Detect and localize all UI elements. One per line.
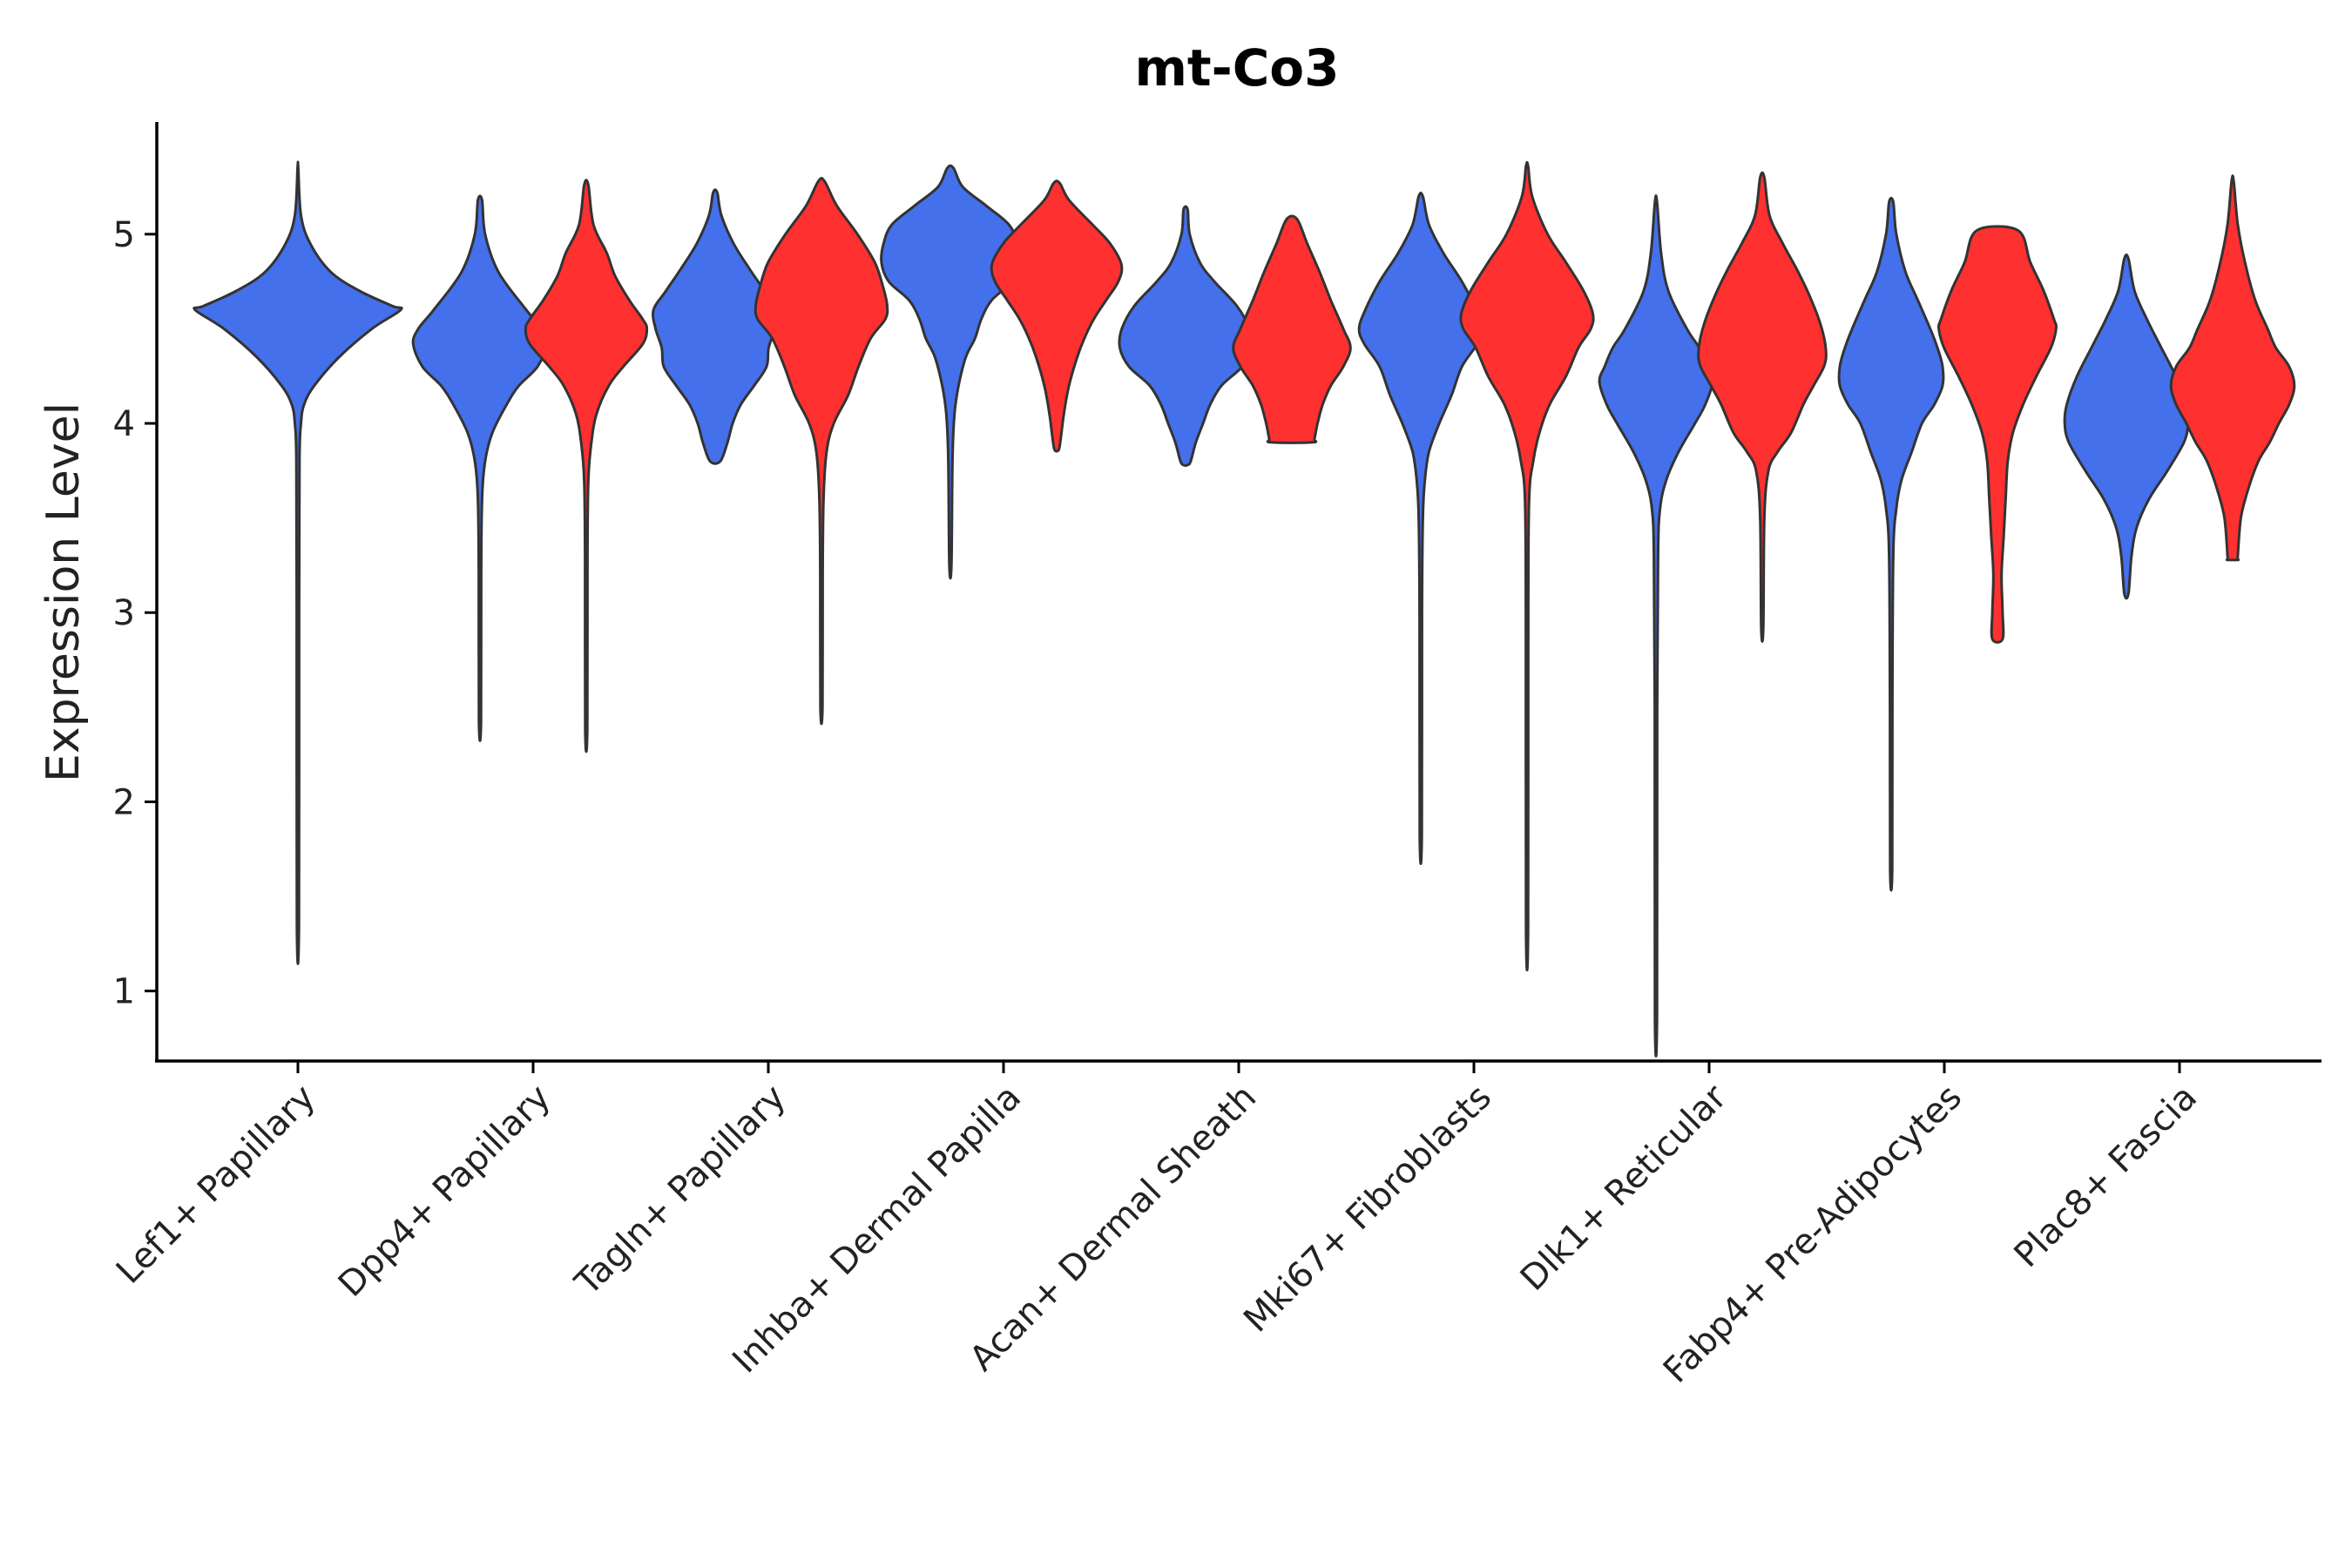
violin-red-dlk1-reticular: [1697, 171, 1828, 643]
violin-red-acan-dermal-sheath: [1232, 214, 1352, 444]
violin-blue-acan-dermal-sheath: [1118, 205, 1254, 467]
violin-blue-lef1-papillary: [193, 160, 403, 965]
violin-red-plac8-fascia: [2169, 174, 2296, 562]
violin-blue-plac8-fascia: [2063, 253, 2190, 600]
y-tick-label: 2: [113, 782, 135, 822]
violin-blue-tagln-papillary: [652, 188, 779, 465]
violin-blue-mki67-fibroblasts: [1357, 191, 1484, 866]
violin-blue-inhba-dermal-papilla: [880, 164, 1021, 580]
x-axis-ticks: Lef1+ Papillary Dpp4+ Papillary Tagln+ Pap…: [109, 1061, 2205, 1391]
violin-blue-fabp4-pre-adipocytes: [1837, 196, 1945, 892]
y-axis-ticks: 1 2 3 4 5: [113, 215, 157, 1012]
violin-red-fabp4-pre-adipocytes: [1936, 225, 2058, 644]
violin-red-mki67-fibroblasts: [1459, 160, 1595, 972]
violin-red-dpp4-papillary: [524, 179, 649, 754]
violin-blue-dlk1-reticular: [1598, 194, 1714, 1058]
y-tick-label: 3: [113, 593, 135, 633]
violin-red-tagln-papillary: [754, 177, 889, 726]
x-tick-label: Dlk1+ Reticular: [1513, 1077, 1735, 1299]
x-tick-label: Tagln+ Papillary: [567, 1078, 794, 1304]
violin-layer: [193, 160, 2296, 1058]
violin-red-inhba-dermal-papilla: [990, 179, 1124, 453]
x-tick-label: Plac8+ Fascia: [2007, 1078, 2206, 1276]
y-tick-label: 1: [113, 972, 135, 1012]
x-tick-label: Lef1+ Papillary: [109, 1078, 323, 1292]
y-axis-label: Expression Level: [37, 402, 90, 782]
x-tick-label: Mki67+ Fibroblasts: [1236, 1078, 1499, 1341]
chart-title: mt-Co3: [1134, 38, 1339, 98]
violin-blue-dpp4-papillary: [411, 194, 549, 742]
x-tick-label: Dpp4+ Papillary: [331, 1078, 558, 1305]
y-tick-label: 4: [113, 404, 135, 444]
y-tick-label: 5: [113, 215, 135, 255]
